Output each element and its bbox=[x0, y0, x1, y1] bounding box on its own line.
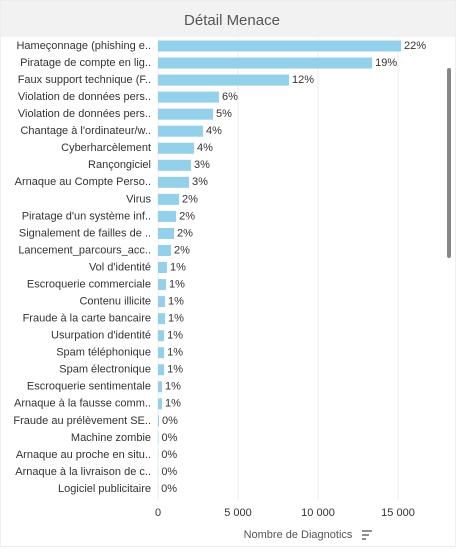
category-label: Rançongiciel bbox=[88, 159, 151, 171]
x-tick-label: 10 000 bbox=[301, 507, 335, 519]
bar bbox=[158, 364, 164, 375]
data-label: 4% bbox=[197, 142, 213, 154]
data-label: 4% bbox=[206, 125, 222, 137]
category-label: Cyberharcèlement bbox=[61, 142, 151, 154]
bar bbox=[158, 211, 176, 222]
category-label: Arnaque au Compte Perso.. bbox=[15, 176, 151, 188]
data-label: 0% bbox=[161, 466, 177, 478]
category-label: Signalement de failles de .. bbox=[19, 227, 151, 239]
bar bbox=[158, 347, 164, 358]
bar bbox=[158, 245, 171, 256]
data-label: 1% bbox=[165, 381, 181, 393]
category-label: Hameçonnage (phishing e.. bbox=[16, 40, 151, 52]
x-axis-label: Nombre de Diagnotics bbox=[244, 529, 353, 541]
data-label: 1% bbox=[168, 296, 184, 308]
data-label: 0% bbox=[161, 432, 177, 444]
category-label: Violation de données pers.. bbox=[18, 108, 151, 120]
bar bbox=[158, 143, 194, 154]
data-label: 0% bbox=[162, 415, 178, 427]
category-label: Escroquerie commerciale bbox=[27, 278, 151, 290]
data-label: 1% bbox=[167, 347, 183, 359]
category-label: Arnaque à la livraison de c.. bbox=[15, 466, 151, 478]
data-label: 5% bbox=[216, 108, 232, 120]
data-label: 1% bbox=[167, 330, 183, 342]
data-label: 3% bbox=[194, 159, 210, 171]
data-label: 1% bbox=[167, 364, 183, 376]
data-label: 1% bbox=[169, 278, 185, 290]
category-label: Vol d'identité bbox=[89, 261, 151, 273]
chart-title: Détail Menace bbox=[184, 12, 280, 29]
bar bbox=[158, 41, 401, 52]
category-label: Violation de données pers.. bbox=[18, 91, 151, 103]
category-label: Virus bbox=[126, 193, 151, 205]
category-label: Fraude à la carte bancaire bbox=[23, 313, 151, 325]
bar bbox=[158, 330, 164, 341]
x-tick-label: 15 000 bbox=[381, 507, 415, 519]
bar bbox=[158, 75, 289, 86]
bar bbox=[158, 194, 179, 205]
data-label: 19% bbox=[375, 57, 397, 69]
category-label: Spam électronique bbox=[59, 364, 151, 376]
bar bbox=[158, 92, 219, 103]
category-label: Faux support technique (F.. bbox=[18, 74, 151, 86]
category-label: Escroquerie sentimentale bbox=[27, 381, 151, 393]
data-label: 2% bbox=[177, 227, 193, 239]
data-label: 6% bbox=[222, 91, 238, 103]
x-tick-label: 0 bbox=[155, 507, 161, 519]
data-label: 1% bbox=[170, 261, 186, 273]
category-label: Chantage à l'ordinateur/w.. bbox=[20, 125, 151, 137]
bar bbox=[158, 228, 174, 239]
data-label: 2% bbox=[174, 244, 190, 256]
bar bbox=[158, 109, 213, 120]
bar bbox=[158, 160, 191, 171]
category-label: Spam téléphonique bbox=[56, 347, 151, 359]
category-label: Arnaque au proche en situ.. bbox=[16, 449, 151, 461]
category-label: Fraude au prélèvement SE.. bbox=[13, 415, 151, 427]
bar bbox=[158, 313, 165, 324]
bar bbox=[158, 126, 203, 137]
data-label: 0% bbox=[161, 483, 177, 495]
scrollbar[interactable] bbox=[447, 68, 451, 258]
data-label: 12% bbox=[292, 74, 314, 86]
bar bbox=[158, 262, 167, 273]
bar bbox=[158, 398, 162, 409]
data-label: 1% bbox=[168, 313, 184, 325]
data-label: 22% bbox=[404, 40, 426, 52]
category-label: Piratage de compte en lig.. bbox=[20, 57, 151, 69]
data-label: 3% bbox=[192, 176, 208, 188]
bar bbox=[158, 296, 165, 307]
category-label: Arnaque à la fausse comm.. bbox=[14, 398, 151, 410]
category-label: Lancement_parcours_acc.. bbox=[18, 244, 151, 256]
data-label: 2% bbox=[182, 193, 198, 205]
bar bbox=[158, 177, 189, 188]
bar bbox=[158, 415, 159, 426]
data-label: 1% bbox=[165, 398, 181, 410]
data-label: 2% bbox=[179, 210, 195, 222]
bar bbox=[158, 381, 162, 392]
category-label: Usurpation d'identité bbox=[51, 330, 151, 342]
category-label: Contenu illicite bbox=[79, 296, 151, 308]
bar bbox=[158, 279, 166, 290]
category-label: Machine zombie bbox=[71, 432, 151, 444]
category-label: Piratage d'un système inf.. bbox=[22, 210, 151, 222]
category-label: Logiciel publicitaire bbox=[58, 483, 151, 495]
x-tick-label: 5 000 bbox=[224, 507, 252, 519]
bar bbox=[158, 58, 372, 69]
data-label: 0% bbox=[161, 449, 177, 461]
